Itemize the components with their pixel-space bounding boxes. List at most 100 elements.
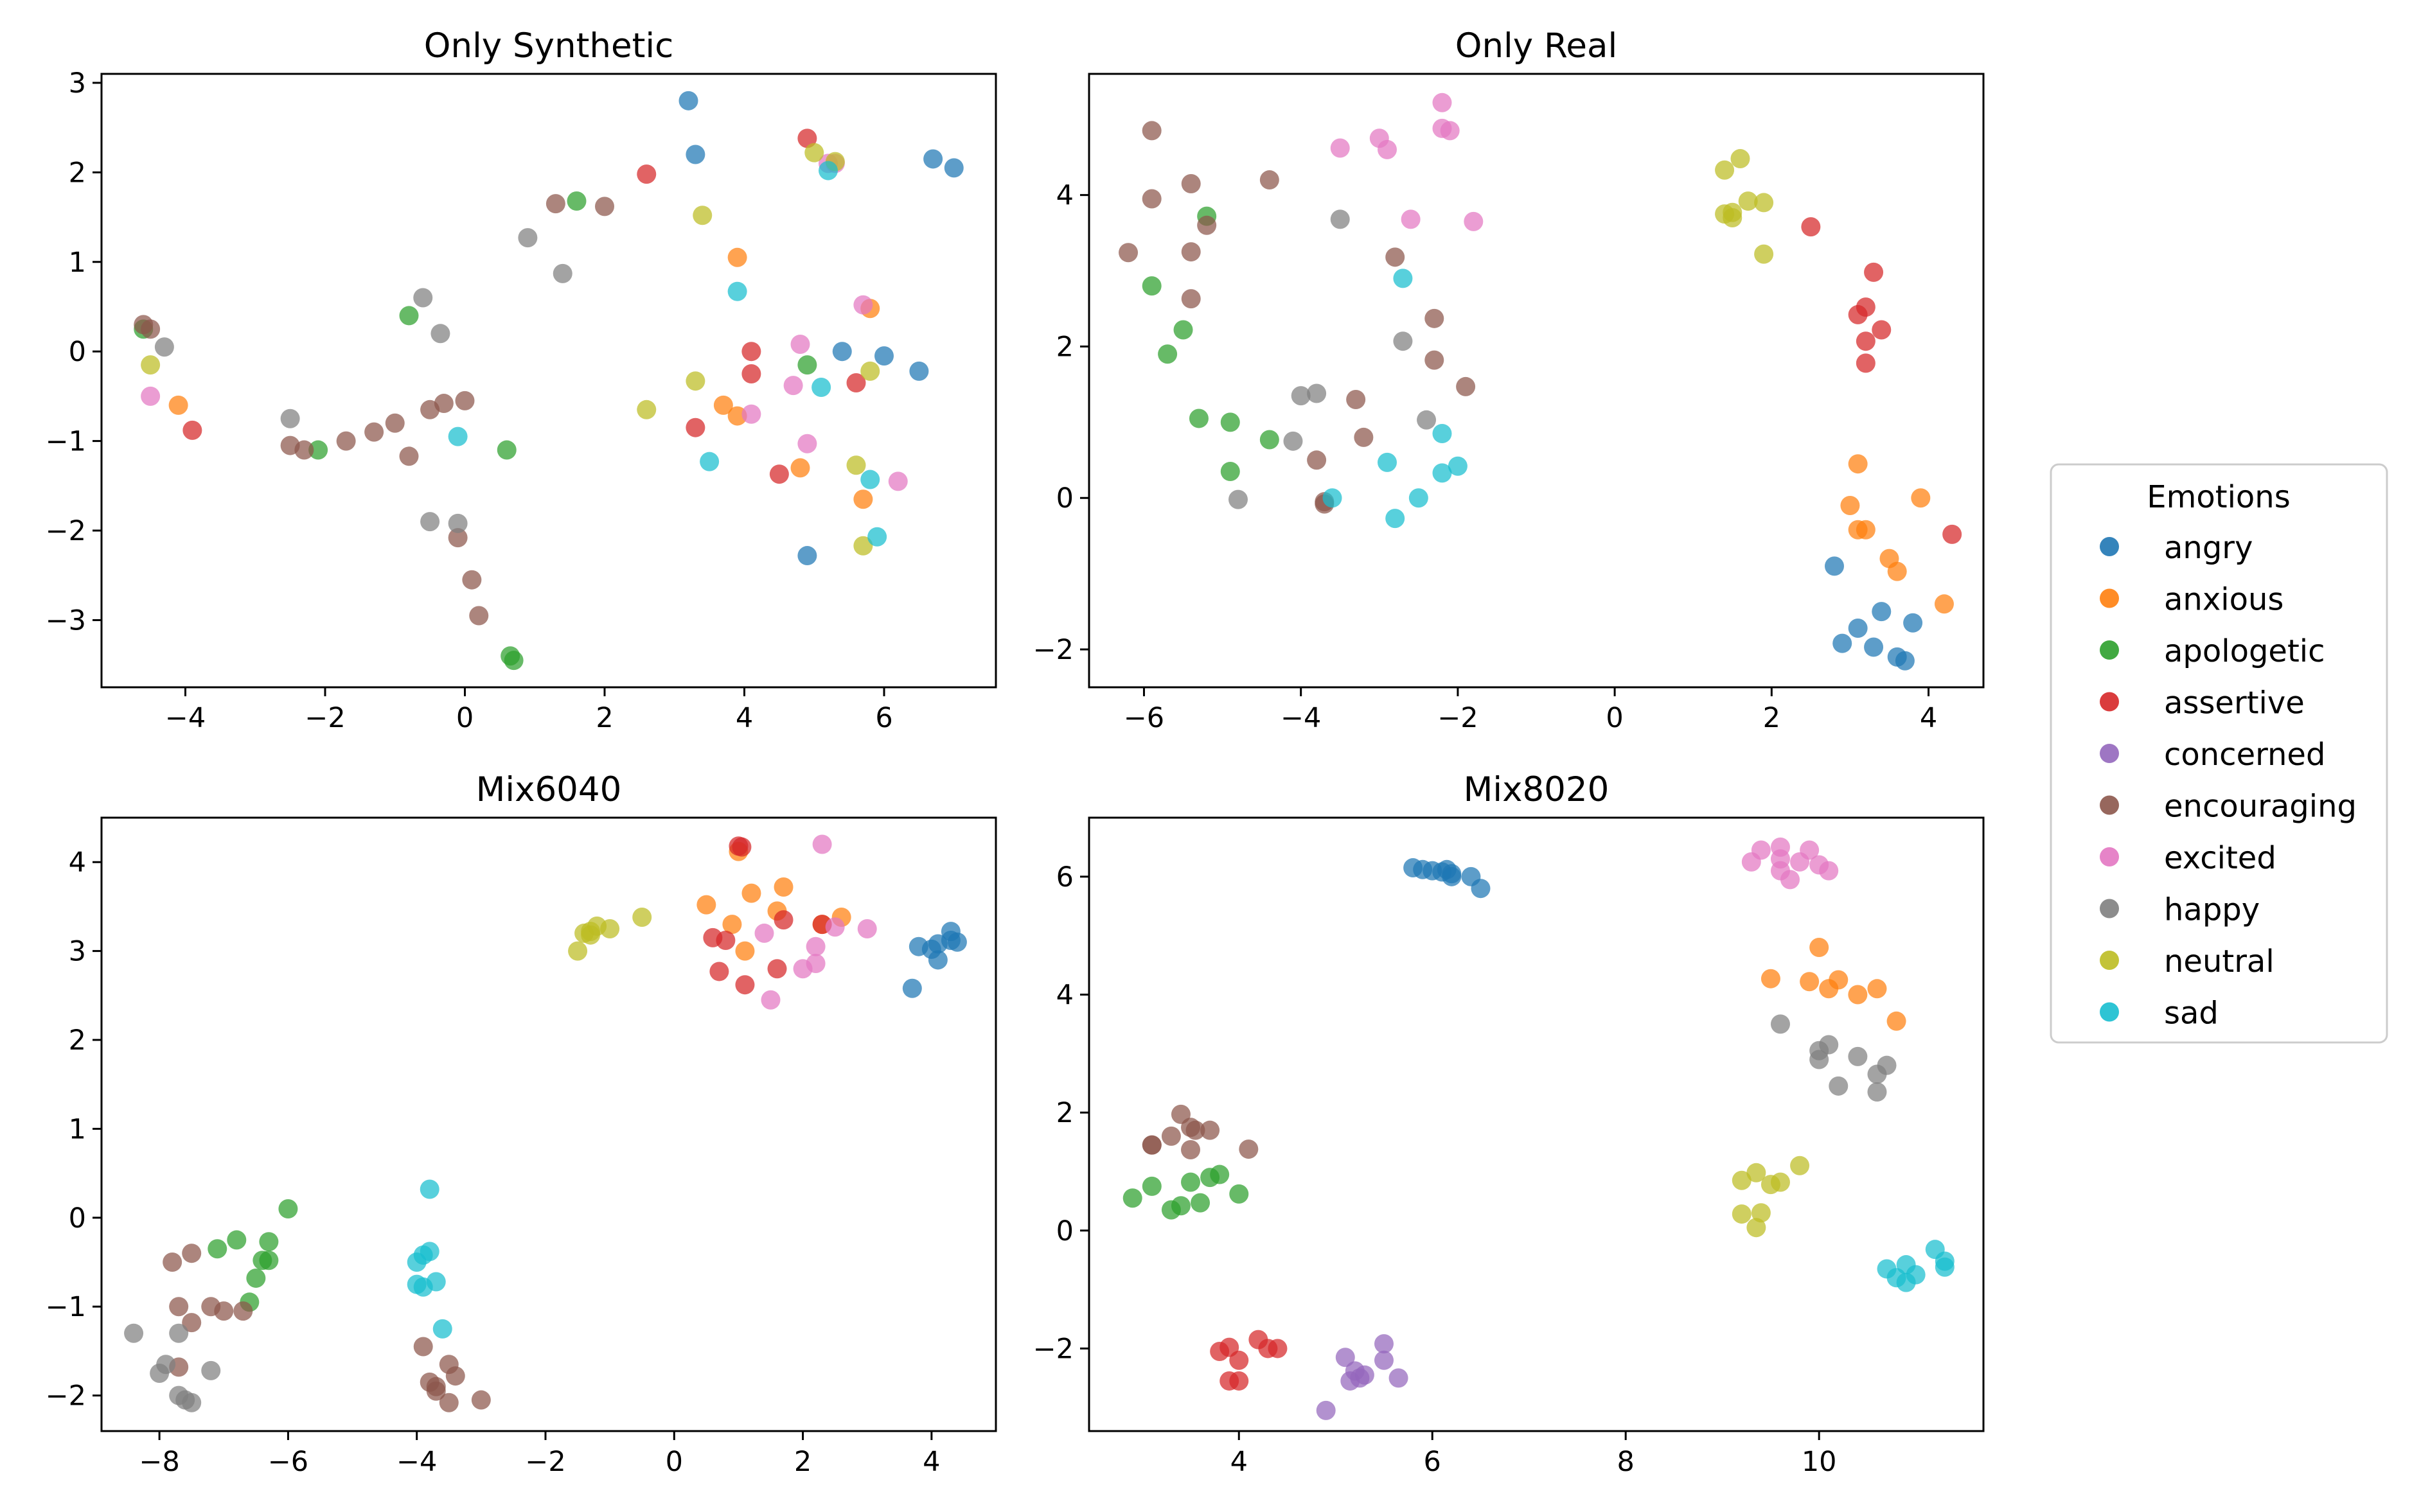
point-neutral [1732,1204,1751,1224]
point-neutral [1715,160,1735,180]
series-happy [124,1323,221,1412]
legend-label: apologetic [2164,633,2325,669]
point-assertive [1856,331,1876,351]
point-sad [420,1179,439,1199]
series-apologetic [1142,206,1279,481]
point-anxious [1856,520,1876,540]
y-tick-label: −3 [46,604,86,637]
y-tick-label: −1 [46,1291,86,1323]
point-encouraging [1142,121,1162,141]
series-encouraging [163,1244,491,1412]
point-encouraging [1456,376,1476,396]
point-happy [1307,383,1327,403]
point-apologetic [1210,1165,1230,1184]
point-happy [201,1360,221,1380]
point-encouraging [1239,1139,1259,1159]
point-happy [1848,1046,1868,1066]
legend-marker [2100,899,2119,919]
point-apologetic [1173,320,1193,340]
point-happy [175,1390,195,1410]
point-anxious [1829,970,1849,990]
point-apologetic [399,306,419,326]
point-encouraging [1385,247,1405,267]
legend-marker [2100,951,2119,970]
point-neutral [1723,208,1742,228]
point-happy [280,409,300,428]
point-neutral [1754,193,1774,213]
series-sad [1322,268,1468,529]
legend-marker [2100,1002,2119,1022]
point-assertive [741,342,761,362]
point-concerned [1388,1368,1408,1388]
point-encouraging [1307,450,1327,470]
x-tick-label: 0 [456,702,474,734]
series-excited [141,154,908,491]
y-tick-label: 4 [1056,180,1074,212]
legend-item-happy: happy [2100,892,2260,928]
y-tick-label: 4 [69,847,86,879]
point-happy [1393,331,1413,351]
point-neutral [637,400,657,419]
point-anxious [735,941,755,961]
y-tick-label: 2 [1056,331,1074,363]
point-excited [1464,211,1484,231]
point-angry [832,342,852,362]
point-encouraging [1259,170,1279,190]
point-excited [797,434,817,453]
point-angry [686,145,705,164]
point-angry [1825,556,1844,576]
point-neutral [568,941,588,961]
legend-marker [2100,795,2119,815]
x-tick-label: 4 [1230,1446,1248,1478]
point-anxious [1760,969,1780,989]
point-sad [420,1242,439,1261]
point-neutral [853,536,873,556]
point-happy [1867,1082,1887,1102]
series-neutral [568,908,652,961]
point-apologetic [1189,409,1209,428]
point-angry [1895,651,1915,671]
point-happy [448,513,468,533]
series-anxious [168,247,880,509]
point-neutral [600,919,620,939]
point-encouraging [364,422,384,442]
series-excited [1330,92,1484,231]
series-neutral [1715,149,1774,264]
point-encouraging [1181,289,1201,309]
point-apologetic [1142,276,1162,296]
point-assertive [1268,1339,1288,1358]
legend-item-apologetic: apologetic [2100,633,2325,669]
point-neutral [804,143,824,163]
legend-label: neutral [2164,944,2275,980]
series-assertive [703,836,832,995]
series-neutral [1732,1156,1810,1238]
point-sad [1322,488,1342,508]
point-assertive [846,373,866,392]
point-apologetic [504,651,524,671]
y-tick-label: −2 [46,515,86,547]
point-happy [124,1323,144,1343]
series-angry [902,922,967,998]
point-anxious [1887,561,1907,581]
legend-item-excited: excited [2100,840,2276,876]
x-tick-label: 8 [1617,1446,1635,1478]
point-happy [1819,1035,1839,1055]
point-neutral [1732,1170,1751,1190]
y-tick-label: 0 [69,336,86,368]
legend-items: angry anxious apologetic assertive concerned… [2100,530,2357,1032]
point-happy [1330,209,1350,229]
point-encouraging [595,197,614,216]
point-encouraging [1200,1120,1220,1140]
x-tick-label: 0 [1606,702,1623,734]
point-excited [1378,139,1397,159]
point-anxious [1800,972,1820,992]
subplot-title: Only Real [1455,26,1618,66]
point-encouraging [1346,389,1366,409]
point-happy [553,263,572,283]
series-apologetic [1122,1165,1249,1220]
point-excited [806,953,826,973]
series-sad [1877,1240,1955,1292]
subplot-title: Only Synthetic [424,26,673,66]
legend-label: excited [2164,840,2276,876]
point-apologetic [1229,1184,1249,1204]
